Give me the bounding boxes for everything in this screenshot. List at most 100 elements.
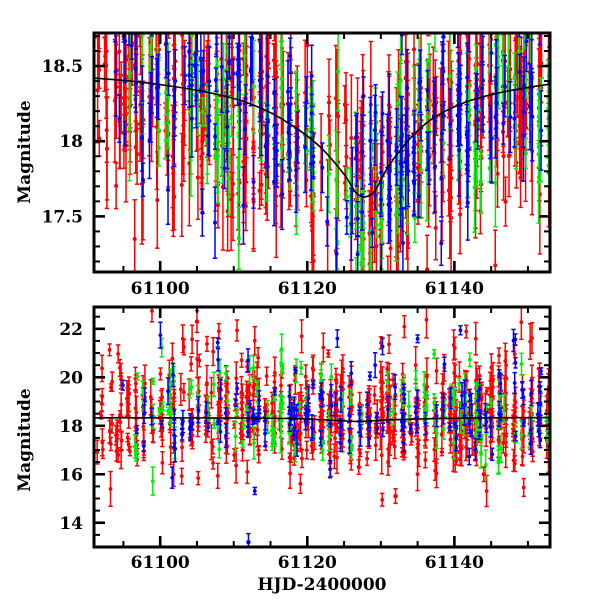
data-point — [489, 365, 494, 370]
data-point — [475, 118, 480, 123]
data-point — [285, 89, 290, 94]
data-point — [398, 186, 403, 191]
data-point — [304, 448, 309, 453]
data-point — [304, 99, 309, 104]
data-point — [122, 131, 127, 136]
data-point — [205, 341, 209, 346]
data-point — [251, 144, 256, 149]
data-point — [388, 196, 393, 201]
data-point — [95, 450, 100, 454]
data-point — [271, 58, 276, 63]
data-point — [227, 59, 232, 64]
data-point — [206, 133, 211, 138]
data-point — [388, 246, 393, 251]
y-tick-label: 18 — [59, 132, 83, 152]
data-point — [163, 138, 168, 143]
data-point — [274, 148, 279, 153]
data-point — [425, 149, 430, 154]
data-point — [229, 114, 234, 119]
data-point — [439, 131, 444, 136]
data-point — [232, 453, 237, 457]
data-point — [441, 69, 446, 74]
data-point — [412, 139, 417, 144]
data-point — [448, 122, 453, 127]
data-point — [465, 75, 470, 80]
data-point — [411, 47, 416, 52]
data-point — [148, 395, 153, 400]
top-panel-data-points — [95, 33, 550, 272]
data-point — [237, 101, 242, 106]
data-point — [248, 69, 253, 74]
data-point — [508, 115, 513, 120]
data-point — [394, 148, 399, 153]
data-point — [140, 177, 145, 182]
data-point — [172, 391, 177, 396]
data-point — [400, 240, 405, 245]
data-point — [467, 107, 472, 112]
data-point — [207, 79, 212, 84]
data-point — [251, 84, 256, 89]
top-panel-ticks — [94, 33, 550, 272]
data-point — [433, 164, 438, 169]
data-point — [164, 41, 169, 46]
data-point — [129, 43, 134, 48]
data-point — [148, 64, 153, 69]
data-point — [393, 212, 398, 217]
data-point — [305, 148, 310, 153]
data-point — [272, 179, 277, 184]
data-point — [280, 192, 285, 197]
data-point — [113, 69, 118, 74]
data-point — [230, 193, 235, 198]
data-point — [465, 167, 470, 172]
data-point — [355, 216, 360, 221]
data-point — [234, 463, 238, 468]
data-point — [166, 187, 171, 192]
data-point — [213, 134, 218, 139]
data-point — [447, 74, 452, 79]
data-point — [242, 53, 247, 58]
data-point — [489, 50, 494, 55]
data-point — [458, 457, 462, 462]
data-point — [333, 96, 338, 101]
data-point — [133, 406, 138, 411]
x-tick-label: 61100 — [131, 279, 190, 299]
data-point — [497, 353, 501, 358]
data-point — [391, 377, 395, 382]
data-point — [272, 91, 277, 96]
data-point — [374, 244, 379, 249]
data-point — [127, 126, 132, 131]
data-point — [133, 145, 138, 150]
data-point — [487, 166, 492, 171]
data-point — [195, 175, 200, 180]
data-point — [190, 337, 194, 342]
data-point — [119, 438, 124, 443]
data-point — [335, 193, 340, 198]
data-point — [200, 109, 205, 114]
data-point — [424, 317, 429, 322]
data-point — [294, 168, 299, 173]
data-point — [189, 83, 194, 88]
top-panel-frame — [92, 31, 552, 274]
data-point — [434, 368, 439, 373]
data-point — [387, 112, 392, 117]
data-point — [123, 39, 128, 44]
data-point — [529, 76, 534, 81]
bottom-panel-data-points — [95, 307, 550, 547]
data-point — [349, 135, 354, 140]
y-tick-label: 17.5 — [42, 207, 83, 227]
data-point — [200, 210, 205, 215]
data-point — [236, 236, 241, 241]
data-point — [493, 180, 498, 185]
data-point — [163, 90, 168, 95]
data-point — [416, 194, 421, 199]
data-point — [298, 481, 303, 486]
data-point — [272, 123, 277, 128]
data-point — [530, 336, 534, 340]
data-point — [399, 139, 404, 144]
data-point — [209, 390, 214, 395]
data-point — [160, 460, 165, 465]
data-point — [415, 472, 420, 477]
data-point — [501, 121, 506, 126]
